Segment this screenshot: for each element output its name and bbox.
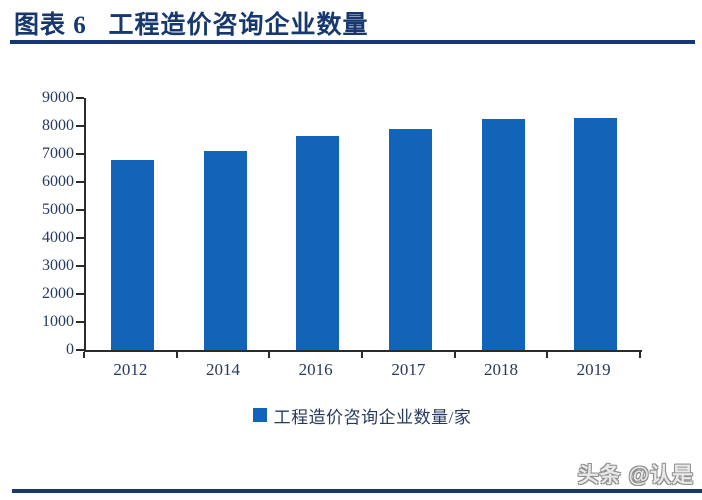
y-axis-tick-mark	[76, 97, 84, 99]
y-axis-tick-mark	[76, 125, 84, 127]
x-axis-tick-mark	[361, 352, 363, 358]
y-axis-tick-label: 1000	[42, 313, 74, 330]
x-axis-tick-mark	[639, 352, 641, 358]
y-axis-tick-label: 3000	[42, 257, 74, 274]
y-axis-tick-label: 2000	[42, 285, 74, 302]
bar	[296, 135, 340, 350]
bar	[110, 159, 154, 350]
bar	[203, 151, 247, 350]
x-axis-tick-mark	[453, 352, 456, 358]
x-axis-tick-mark	[546, 352, 549, 358]
legend-swatch-icon	[252, 408, 267, 422]
x-axis-tick-mark	[175, 352, 178, 358]
x-category-label: 2016	[298, 360, 333, 379]
bar-chart-plot-area	[84, 98, 642, 352]
x-category-label: 2017	[391, 360, 426, 379]
y-axis-tick-label: 4000	[42, 229, 74, 246]
y-axis-tick-mark	[76, 209, 84, 211]
y-axis-tick-mark	[76, 293, 84, 295]
y-axis-tick-mark	[76, 321, 84, 323]
y-axis-tick-label: 0	[66, 341, 74, 358]
x-category-label: 2018	[483, 360, 518, 379]
figure-title: 图表 6 工程造价咨询企业数量	[14, 12, 369, 39]
y-axis-tick-label: 7000	[42, 145, 74, 162]
bottom-divider-rule	[12, 489, 702, 493]
y-axis-tick-label: 8000	[42, 117, 74, 134]
y-axis-tick-mark	[76, 181, 84, 183]
x-axis-tick-mark	[268, 352, 271, 358]
bar	[388, 128, 432, 350]
x-category-label: 2014	[205, 360, 240, 379]
watermark-text: 头条 @认是	[577, 464, 694, 487]
y-axis-tick-label: 5000	[42, 201, 74, 218]
title-divider-rule	[10, 40, 695, 44]
x-category-label: 2012	[113, 360, 148, 379]
bar	[481, 119, 525, 350]
bar	[574, 117, 618, 350]
y-axis-tick-mark	[76, 349, 84, 351]
y-axis-tick-mark	[76, 237, 84, 239]
y-axis-tick-mark	[76, 265, 84, 267]
x-category-label: 2019	[576, 360, 611, 379]
y-axis-tick-mark	[76, 153, 84, 155]
y-axis-tick-label: 6000	[42, 173, 74, 190]
x-axis-tick-mark	[83, 352, 85, 358]
legend-label: 工程造价咨询企业数量/家	[273, 407, 472, 427]
y-axis-tick-label: 9000	[42, 89, 74, 106]
chart-legend: 工程造价咨询企业数量/家	[84, 404, 640, 427]
